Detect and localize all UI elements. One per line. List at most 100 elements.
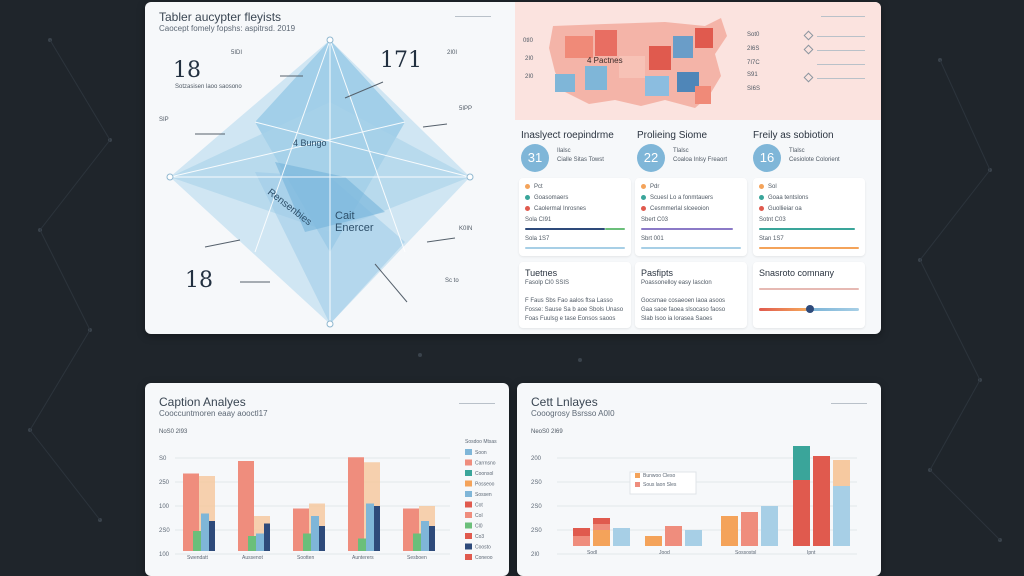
text-card-2[interactable]: Pasfipts Poassonelloy easy Iasclon Gocsm… (635, 262, 747, 328)
bar (429, 526, 435, 551)
y-tick-label: 2I0 (531, 552, 540, 558)
bar (593, 524, 610, 530)
stat-title-1: Inaslyect roepindrme (521, 130, 614, 141)
us-map (549, 18, 727, 108)
chart-title-left: Caption Analyes (159, 395, 246, 409)
list-card-3[interactable]: Sol Goaa tentslons Guollieiar oa Sotnt C… (753, 178, 865, 256)
text-card-3[interactable]: Snasroto comnany (753, 262, 865, 328)
bar (209, 521, 215, 551)
legend-swatch (465, 459, 472, 466)
text-card-1-title: Tuetnes (525, 268, 558, 278)
stat-circle-3: 16 (753, 144, 781, 172)
legend-swatch (465, 533, 472, 539)
map-legend-2: 2I0 (525, 56, 534, 62)
stat-title-3: Freily as sobiotion (753, 130, 834, 141)
bar (761, 506, 778, 546)
map-legend-1: 0tI0 (523, 38, 534, 44)
legend-label: Sous laon Sles (643, 482, 677, 488)
list-card-2-row: Sbrt 001 (641, 236, 664, 242)
bar (613, 528, 630, 546)
y-tick-label: 250 (159, 480, 170, 486)
y-tick-label: 2S0 (531, 528, 542, 534)
list-card-1-row: Sola 1S7 (525, 236, 550, 242)
x-tick-label: Jood (659, 550, 670, 556)
text-card-1[interactable]: Tuetnes Fasolp Cl0 SSIS F Faus Sbs Fao a… (519, 262, 631, 328)
map-right-item-3: 7I7C (747, 60, 760, 66)
y-tick-label: 2S0 (531, 480, 542, 486)
bar (238, 461, 254, 551)
chart-subtitle-right: Cooogrosy Bsrsso A0I0 (531, 409, 615, 418)
text-card-1-line: Fosse: Sause Sa b aoe Sbols Unaso (525, 307, 624, 313)
text-card-1-line: Foas Fuulsg e tase Eonsos saoos (525, 316, 616, 322)
legend-swatch (465, 470, 472, 476)
text-card-3-title: Snasroto comnany (759, 268, 835, 278)
text-card-2-line: Slab Isoo ia lorasea Saoes (641, 316, 713, 322)
map-legend-3: 2I0 (525, 74, 534, 80)
map-right-item-5: SI6S (747, 86, 761, 92)
text-card-2-line: Gocsmae cosaeoen laoa asoos (641, 298, 726, 304)
side-label-1: 5IDI (231, 50, 243, 56)
bar (421, 521, 429, 551)
stat-caption-2: Coaloa Inlsy Freaort (673, 157, 728, 163)
list-card-1-row: Pct (534, 184, 543, 191)
bar (833, 486, 850, 546)
diagram-center-label: 4 Bungo (293, 138, 327, 148)
bar (366, 503, 374, 551)
text-card-1-subtitle: Fasolp Cl0 SSIS (525, 280, 570, 286)
chart-ylabel-right: NeoS0 2I69 (531, 429, 563, 435)
list-card-1-row: Sola CI91 (525, 217, 552, 223)
bar (793, 446, 810, 480)
big-number-center: 171 (380, 48, 422, 73)
y-tick-label: 2S0 (531, 504, 542, 510)
side-label-6: Sc to (445, 278, 459, 284)
stat-caption-label-1: Ilalsc (557, 148, 571, 154)
x-tick-label: Sesboen (407, 555, 427, 561)
legend-label: Coonsol (475, 471, 493, 477)
bar (248, 536, 256, 551)
legend-swatch (465, 554, 472, 560)
menu-line (455, 16, 491, 17)
legend-label: Carrnsno (475, 461, 496, 467)
list-card-3-row: Sotnt C03 (759, 217, 786, 223)
list-card-2-row: Sbert C03 (641, 217, 669, 223)
top-dashboard-panel: Tabler aucypter fleyists Caocept fomely … (145, 2, 881, 334)
bar (665, 526, 682, 546)
map-right-item-2: 2I6S (747, 46, 760, 52)
legend-swatch (465, 512, 472, 518)
list-card-2-row: Cesmmerlal slceeoion (650, 206, 710, 213)
x-tick-label: Sossostsl (735, 550, 756, 556)
bar (256, 533, 264, 551)
list-card-1[interactable]: Pct Goasomaers Caolermal Inrosnes Sola C… (519, 178, 631, 256)
bar (319, 526, 325, 551)
list-card-2[interactable]: Pdr Scuesl Lo a fonmtauers Cesmmerlal sl… (635, 178, 747, 256)
list-card-2-row: Scuesl Lo a fonmtauers (650, 195, 714, 202)
slider-handle[interactable] (806, 305, 814, 313)
chart-ylabel-left: NoS0 2I93 (159, 429, 188, 435)
diagram-title: Tabler aucypter fleyists (159, 10, 282, 24)
x-tick-label: Sodl (587, 550, 597, 556)
bar (573, 528, 590, 536)
bar (573, 536, 590, 546)
bar-chart-right: 200 2S0 2S0 2S0 2I0 Sodl Jood Sossostsl Ipnt Bunw… (531, 446, 857, 558)
text-card-1-line: F Faus Sbs Fao aalos ftsa Lasso (525, 298, 613, 304)
bar (374, 506, 380, 551)
bar (358, 538, 366, 551)
bar-chart-left: S0 250 100 2S0 100 Swendatt Aussenot Sootten Aun… (159, 439, 497, 561)
bar (593, 518, 610, 524)
y-tick-label: 200 (531, 456, 542, 462)
big-number-left-bottom: 18 (185, 268, 213, 293)
list-card-3-row: Stan 1S7 (759, 236, 784, 242)
bar (201, 513, 209, 551)
big-number-left-top: 18 (173, 58, 201, 83)
legend-label: Cot (475, 503, 483, 509)
list-card-3-row: Goaa tentslons (768, 195, 809, 202)
bar (833, 460, 850, 486)
stat-caption-label-3: Tlalsc (789, 148, 805, 154)
stat-circle-2: 22 (637, 144, 665, 172)
chart-panel-left: Caption Analyes Cooccuntmoren eaay aooct… (145, 383, 509, 576)
side-label-5: K0IN (459, 226, 473, 232)
x-tick-label: Aunterers (352, 555, 374, 561)
bar (264, 523, 270, 551)
x-tick-label: Aussenot (242, 555, 263, 561)
bar (311, 516, 319, 551)
